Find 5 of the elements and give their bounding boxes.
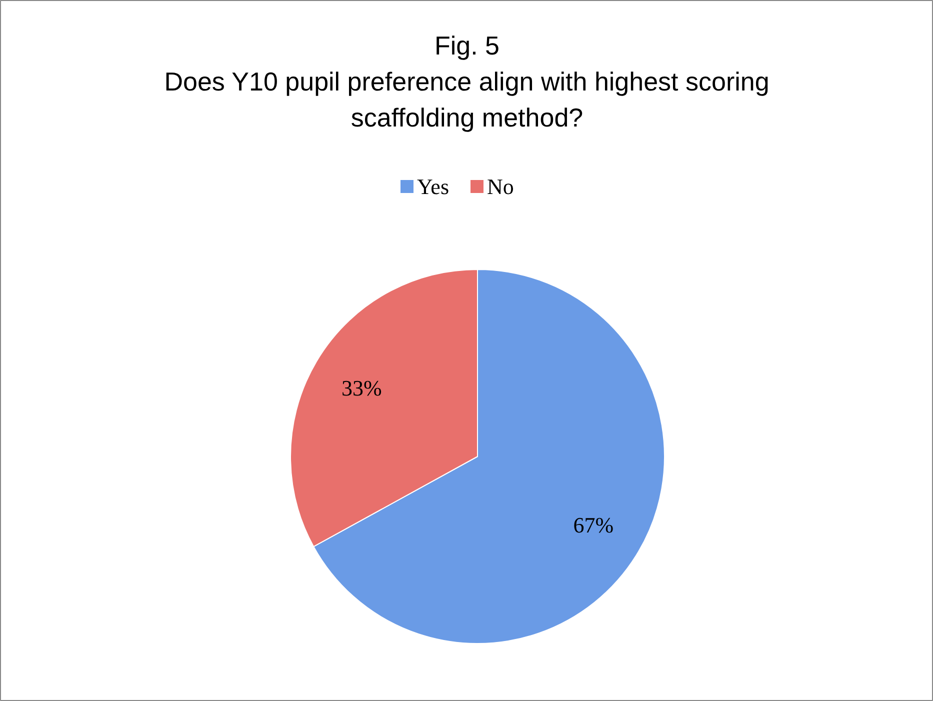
data-label: 67%: [573, 512, 614, 538]
legend-label: Yes: [417, 174, 450, 199]
legend-label: No: [487, 174, 514, 199]
chart-title: Fig. 5 Does Y10 pupil preference align with highest scoring scaffolding method?: [164, 30, 770, 132]
data-label: 33%: [341, 375, 382, 400]
